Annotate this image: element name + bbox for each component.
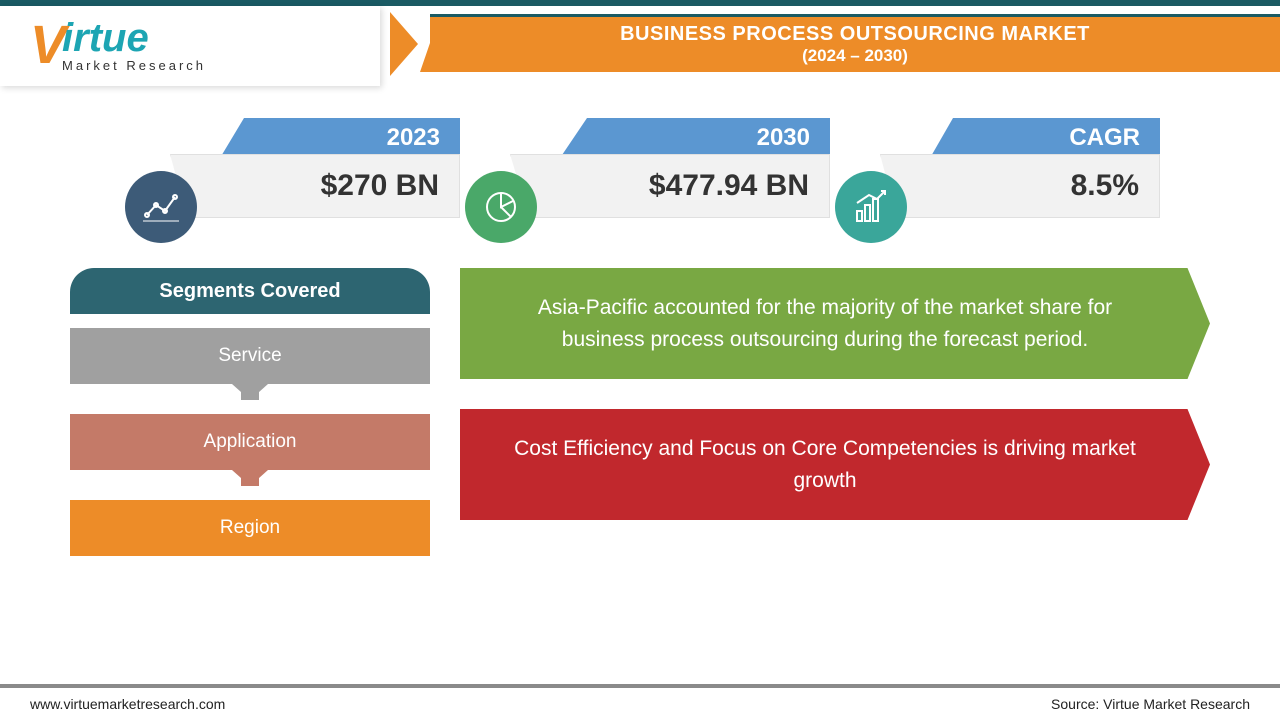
segments-header: Segments Covered [70,268,430,314]
stat-value: 8.5% [880,154,1160,218]
stat-label: 2030 [560,118,830,158]
title-line2: (2024 – 2030) [802,46,908,66]
header-band: V irtue Market Research BUSINESS PROCESS… [0,6,1280,86]
title-line1: BUSINESS PROCESS OUTSOURCING MARKET [620,23,1090,46]
callout-driver: Cost Efficiency and Focus on Core Compet… [460,409,1210,520]
logo-subtitle: Market Research [62,58,206,73]
arrow-down-icon [232,470,268,486]
stat-card-2023: 2023 $270 BN [170,126,460,218]
callout-region: Asia-Pacific accounted for the majority … [460,268,1210,379]
chevron-icon [390,12,418,76]
stat-label: 2023 [220,118,460,158]
stat-card-2030: 2030 $477.94 BN [510,126,830,218]
growth-icon [835,171,907,243]
stat-card-cagr: CAGR 8.5% [880,126,1160,218]
stat-value: $270 BN [170,154,460,218]
callouts-panel: Asia-Pacific accounted for the majority … [460,268,1210,556]
logo-rest: irtue [62,20,206,56]
stat-value: $477.94 BN [510,154,830,218]
segment-service: Service [70,328,430,384]
lower-row: Segments Covered Service Application Reg… [70,268,1210,556]
stats-row: 2023 $270 BN 2030 $477.94 BN [170,126,1210,218]
logo-v: V [30,24,66,67]
segment-application: Application [70,414,430,470]
stat-label: CAGR [930,118,1160,158]
footer-url: www.virtuemarketresearch.com [30,696,225,712]
logo-text: irtue Market Research [62,20,206,73]
arrow-down-icon [232,384,268,400]
segments-panel: Segments Covered Service Application Reg… [70,268,430,556]
content-area: 2023 $270 BN 2030 $477.94 BN [0,86,1280,556]
segment-region: Region [70,500,430,556]
footer-source: Source: Virtue Market Research [1051,696,1250,712]
line-chart-icon [125,171,197,243]
footer: www.virtuemarketresearch.com Source: Vir… [0,684,1280,720]
pie-icon [465,171,537,243]
logo: V irtue Market Research [0,6,380,86]
title-bar: BUSINESS PROCESS OUTSOURCING MARKET (202… [430,14,1280,72]
